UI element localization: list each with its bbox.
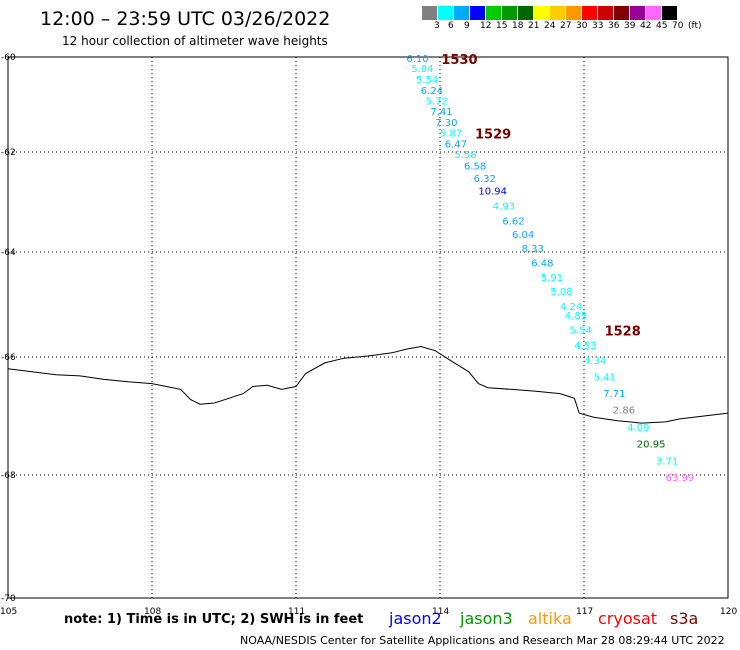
legend-swatch xyxy=(518,6,534,20)
wave-height-value: 4.93 xyxy=(493,202,515,213)
coastline xyxy=(7,345,729,424)
legend-label: 21 xyxy=(528,21,540,31)
lon-label: 111 xyxy=(288,607,305,617)
wave-height-value: 63.99 xyxy=(666,473,695,484)
legend-swatch xyxy=(454,6,470,20)
credit-line: NOAA/NESDIS Center for Satellite Applica… xyxy=(240,634,725,647)
pass-label: 1528 xyxy=(605,324,641,339)
color-legend: 3 6 9 12 15 18 21 24 27 30 33 36 39 42 45 70 (ft) xyxy=(422,6,740,34)
pass-label: 1530 xyxy=(441,53,477,68)
wave-height-value: 5.87 xyxy=(440,128,462,139)
lon-label: 114 xyxy=(432,607,449,617)
lat-label: -64 xyxy=(1,248,16,258)
legend-unit: (ft) xyxy=(688,21,702,31)
lon-label: 108 xyxy=(144,607,161,617)
map-grid xyxy=(7,56,729,599)
page-title: 12:00 – 23:59 UTC 03/26/2022 xyxy=(40,8,331,30)
wave-height-value: 6.48 xyxy=(531,259,553,270)
legend-label: 24 xyxy=(544,21,556,31)
wave-height-value: 5.54 xyxy=(416,75,438,86)
wave-height-value: 4.53 xyxy=(574,341,596,352)
legend-swatch xyxy=(550,6,566,20)
wave-height-value: 6.47 xyxy=(445,139,467,150)
legend-swatch xyxy=(422,6,438,20)
legend-swatch xyxy=(486,6,502,20)
legend-label: 3 xyxy=(434,21,440,31)
legend-label: 27 xyxy=(560,21,572,31)
wave-height-value: 5.58 xyxy=(454,150,476,161)
legend-swatch xyxy=(502,6,518,20)
legend-label: 15 xyxy=(496,21,508,31)
wave-height-value: 4.24 xyxy=(560,302,582,313)
legend-swatch xyxy=(662,6,678,20)
wave-height-value: 7.41 xyxy=(430,107,452,118)
wave-height-value: 4.85 xyxy=(565,311,587,322)
satellite-name: cryosat xyxy=(598,609,658,628)
legend-swatch xyxy=(470,6,486,20)
legend-label: 45 xyxy=(656,21,668,31)
wave-height-value: 6.58 xyxy=(464,162,486,173)
satellite-name: s3a xyxy=(670,609,699,628)
wave-height-value: 20.95 xyxy=(637,439,666,450)
wave-height-value: 3.71 xyxy=(656,456,678,467)
wave-height-value: 6.04 xyxy=(512,230,534,241)
wave-height-value: 6.10 xyxy=(406,54,428,65)
wave-height-value: 7.30 xyxy=(435,118,457,129)
wave-height-value: 2.86 xyxy=(613,406,635,417)
lat-label: -62 xyxy=(1,148,16,158)
legend-swatch xyxy=(614,6,630,20)
legend-swatch xyxy=(646,6,662,20)
axis-labels: -60 -62 -64 -66 -68 -70 105 108 111 114 117 120 xyxy=(0,53,737,617)
lat-label: -66 xyxy=(1,353,16,363)
wave-height-value: 5.72 xyxy=(426,97,448,108)
legend-label: 36 xyxy=(608,21,620,31)
legend-swatches xyxy=(422,6,740,20)
lat-label: -70 xyxy=(1,594,16,604)
legend-label: 39 xyxy=(624,21,636,31)
lat-label: -68 xyxy=(1,471,16,481)
pass-label: 1529 xyxy=(475,127,511,142)
satellite-name: jason3 xyxy=(460,609,513,628)
legend-label: 70 xyxy=(672,21,684,31)
legend-label: 42 xyxy=(640,21,652,31)
pass-labels: 1530 1529 1528 xyxy=(441,53,640,340)
satellite-name: altika xyxy=(528,609,572,628)
wave-height-value: 5.84 xyxy=(411,64,433,75)
wave-height-value: 4.09 xyxy=(627,423,649,434)
lon-label: 105 xyxy=(0,607,17,617)
legend-label: 9 xyxy=(464,21,470,31)
map-frame xyxy=(7,56,729,599)
wave-height-value: 6.62 xyxy=(502,217,524,228)
legend-swatch xyxy=(582,6,598,20)
lon-label: 120 xyxy=(720,607,737,617)
wave-height-value: 5.54 xyxy=(570,325,592,336)
wave-height-value: 5.91 xyxy=(541,273,563,284)
legend-swatch xyxy=(566,6,582,20)
wave-height-value: 7.71 xyxy=(603,389,625,400)
legend-labels: 3 6 9 12 15 18 21 24 27 30 33 36 39 42 45 70 (ft) xyxy=(422,20,740,34)
legend-swatch xyxy=(630,6,646,20)
legend-label: 33 xyxy=(592,21,604,31)
legend-label: 6 xyxy=(448,21,454,31)
observations-layer: 6.105.845.546.245.727.417.305.876.475.58… xyxy=(406,54,694,484)
satellite-name: jason2 xyxy=(389,609,442,628)
legend-swatch xyxy=(438,6,454,20)
wave-height-value: 5.41 xyxy=(594,373,616,384)
lon-label: 117 xyxy=(576,607,593,617)
legend-swatch xyxy=(598,6,614,20)
wave-height-value: 8.33 xyxy=(522,244,544,255)
wave-height-value: 10.94 xyxy=(478,187,507,198)
subtitle: 12 hour collection of altimeter wave hei… xyxy=(62,34,328,48)
legend-label: 18 xyxy=(512,21,524,31)
legend-swatch xyxy=(534,6,550,20)
wave-height-value: 6.32 xyxy=(474,174,496,185)
wave-height-value: 5.08 xyxy=(550,287,572,298)
wave-height-value: 4.34 xyxy=(584,356,606,367)
legend-label: 30 xyxy=(576,21,588,31)
footnote: note: 1) Time is in UTC; 2) SWH is in fe… xyxy=(64,612,364,627)
wave-height-value: 6.24 xyxy=(421,86,443,97)
legend-label: 12 xyxy=(480,21,492,31)
lat-label: -60 xyxy=(1,53,16,63)
